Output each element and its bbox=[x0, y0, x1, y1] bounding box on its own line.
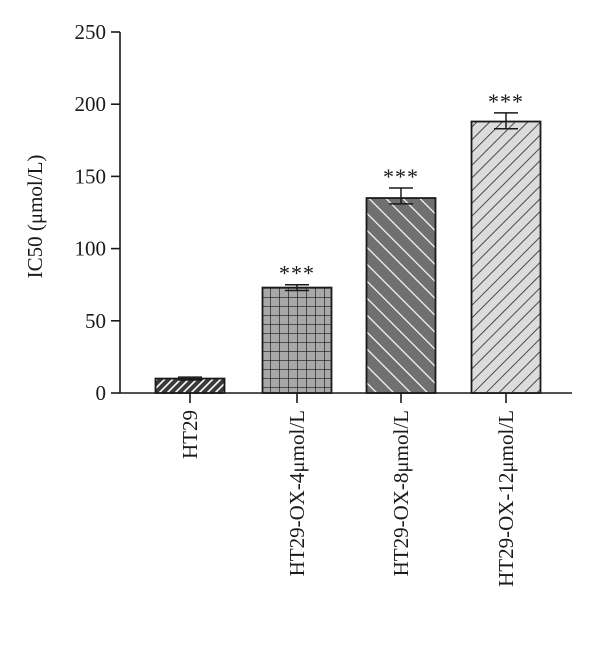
labels-group: 0 50 100 150 200 250 IC50 (μmol/L) HT29 *** HT29-… bbox=[23, 20, 524, 587]
significance-label-ht29-ox-4-mol-l: *** bbox=[279, 261, 315, 286]
x-tick-label-ht29-ox-4-mol-l: HT29-OX-4μmol/L bbox=[285, 410, 309, 576]
y-tick-label-0: 0 bbox=[96, 381, 107, 405]
bars-group bbox=[154, 112, 542, 394]
x-tick-label-ht29: HT29 bbox=[178, 410, 202, 459]
y-tick-label-250: 250 bbox=[75, 20, 107, 44]
y-tick-label-150: 150 bbox=[75, 164, 107, 188]
significance-label-ht29-ox-12-mol-l: *** bbox=[488, 89, 524, 114]
y-tick-label-50: 50 bbox=[85, 309, 106, 333]
x-tick-label-ht29-ox-8-mol-l: HT29-OX-8μmol/L bbox=[389, 410, 413, 576]
bar-ht29-ox-12-mol-l bbox=[470, 120, 542, 394]
x-tick-label-ht29-ox-12-mol-l: HT29-OX-12μmol/L bbox=[494, 410, 518, 587]
y-tick-label-200: 200 bbox=[75, 92, 107, 116]
y-axis-title: IC50 (μmol/L) bbox=[23, 155, 47, 279]
bar-ht29-ox-4-mol-l bbox=[261, 286, 333, 394]
bar-ht29-ox-8-mol-l bbox=[365, 197, 437, 394]
significance-label-ht29-ox-8-mol-l: *** bbox=[383, 164, 419, 189]
y-tick-label-100: 100 bbox=[75, 237, 107, 261]
